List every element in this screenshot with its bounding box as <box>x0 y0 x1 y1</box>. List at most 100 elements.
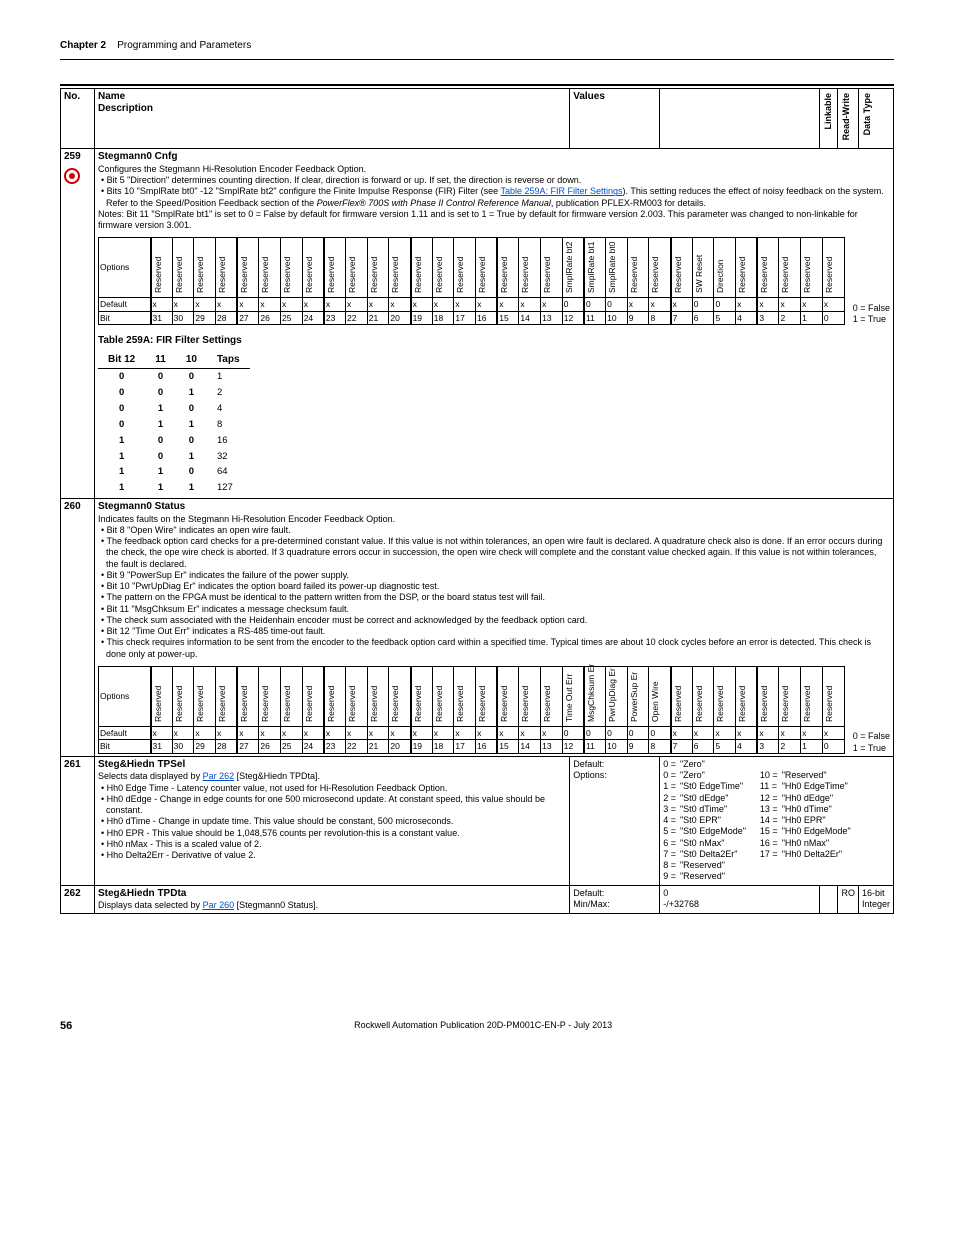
bit-default: x <box>476 297 498 311</box>
bit-default: x <box>172 726 194 740</box>
fir-cell: 0 <box>176 433 207 449</box>
bit-option: Reserved <box>389 666 411 726</box>
opt-txt: "Hh0 nMax" <box>782 838 855 849</box>
bit-option: Reserved <box>757 666 779 726</box>
bit-default: 0 <box>562 726 584 740</box>
bit-default: x <box>237 726 259 740</box>
fir-cell: 0 <box>98 401 145 417</box>
bit-default: x <box>216 297 238 311</box>
bit-default: x <box>346 726 368 740</box>
fir-table: Bit 121110Taps00010012010401181001610132… <box>98 352 250 497</box>
fir-cell: 1 <box>98 433 145 449</box>
bullet: This check requires information to be se… <box>98 637 890 660</box>
bit-option: Reserved <box>172 238 194 298</box>
bit-number: 24 <box>302 740 324 754</box>
bit-option: Reserved <box>281 238 303 298</box>
bit-number: 26 <box>259 740 281 754</box>
opt-txt: "Hh0 dEdge" <box>782 793 855 804</box>
fir-cell: 0 <box>145 369 176 385</box>
bit-option: Reserved <box>237 666 259 726</box>
bit-option: Reserved <box>194 238 216 298</box>
bit-number: 20 <box>389 311 411 325</box>
param-intro: Configures the Stegmann Hi-Resolution En… <box>98 164 890 175</box>
fir-cell: 1 <box>176 385 207 401</box>
opt-txt: "Reserved" <box>680 871 750 882</box>
bit-default: x <box>541 726 563 740</box>
bullet: Bit 10 "PwrUpDiag Er" indicates the opti… <box>98 581 890 592</box>
bit-default: x <box>259 726 281 740</box>
bit-option: SmplRate bt2 <box>562 238 584 298</box>
bit-default: 0 <box>649 726 671 740</box>
opt-num: 17 = <box>760 849 782 860</box>
bit-default: x <box>389 297 411 311</box>
bit-number: 8 <box>649 311 671 325</box>
bit-default: x <box>757 297 779 311</box>
bit-option: Reserved <box>757 238 779 298</box>
values-labels: Default: Min/Max: <box>570 885 660 914</box>
bit-default: x <box>194 297 216 311</box>
default-label: Default <box>99 297 151 311</box>
bit-number: 6 <box>692 311 714 325</box>
fir-cell: 1 <box>145 401 176 417</box>
bit-number: 22 <box>346 740 368 754</box>
fir-cell: 32 <box>207 449 250 465</box>
bit-number: 12 <box>562 740 584 754</box>
bit-option: MsgChksum Er <box>584 666 606 726</box>
bit-default: x <box>346 297 368 311</box>
bit-option: Reserved <box>519 238 541 298</box>
bit-default: x <box>649 297 671 311</box>
rw-cell: RO <box>838 885 859 914</box>
notes: Notes: Bit 11 "SmplRate bt1" is set to 0… <box>98 209 890 232</box>
fir-col: 11 <box>145 352 176 369</box>
bit-default: x <box>801 297 823 311</box>
fir-cell: 1 <box>207 369 250 385</box>
bit-option: SW Reset <box>692 238 714 298</box>
fir-cell: 16 <box>207 433 250 449</box>
param-no: 260 <box>64 501 81 512</box>
par-link[interactable]: Par 260 <box>203 900 235 910</box>
bit-number: 17 <box>454 311 476 325</box>
par-link[interactable]: Par 262 <box>203 771 235 781</box>
bit-default: x <box>216 726 238 740</box>
bit-default: x <box>822 726 844 740</box>
bit-number: 0 <box>822 740 844 754</box>
bit-number: 18 <box>432 311 454 325</box>
bit-number: 10 <box>606 740 628 754</box>
bit-number: 27 <box>237 311 259 325</box>
bit-option: Reserved <box>476 666 498 726</box>
col-name-desc: Name Description <box>95 88 570 149</box>
bit-option: Reserved <box>454 238 476 298</box>
bit-number: 31 <box>151 740 173 754</box>
fir-link[interactable]: Table 259A: FIR Filter Settings <box>500 186 622 196</box>
bit-option: Reserved <box>216 666 238 726</box>
bit-default: x <box>302 726 324 740</box>
bit-option: Time Out Err <box>562 666 584 726</box>
bit-number: 4 <box>736 311 758 325</box>
bit-default: x <box>497 726 519 740</box>
bit-option: Reserved <box>324 238 346 298</box>
bit-label: Bit <box>99 740 151 754</box>
bit-default: x <box>367 297 389 311</box>
bit-option: Reserved <box>801 666 823 726</box>
bit-number: 27 <box>237 740 259 754</box>
bit-default: x <box>237 297 259 311</box>
bit-number: 21 <box>367 311 389 325</box>
fir-cell: 1 <box>176 449 207 465</box>
bit-number: 9 <box>627 740 649 754</box>
bit-number: 28 <box>216 740 238 754</box>
bit-option: Reserved <box>151 666 173 726</box>
bit-option: Open Wire <box>649 666 671 726</box>
bit-default: x <box>324 297 346 311</box>
bit-number: 28 <box>216 311 238 325</box>
bit-number: 20 <box>389 740 411 754</box>
col-linkable: Linkable <box>823 91 834 132</box>
bit-option: Reserved <box>714 666 736 726</box>
bit-number: 9 <box>627 311 649 325</box>
linkable-icon <box>64 168 80 184</box>
opt-num: 13 = <box>760 804 782 815</box>
bit-number: 6 <box>692 740 714 754</box>
param-desc: Displays data selected by Par 260 [Stegm… <box>98 900 566 911</box>
bit-number: 14 <box>519 311 541 325</box>
bit-legend: 0 = False 1 = True <box>853 303 890 326</box>
opt-txt: "Hh0 EdgeMode" <box>782 826 855 837</box>
